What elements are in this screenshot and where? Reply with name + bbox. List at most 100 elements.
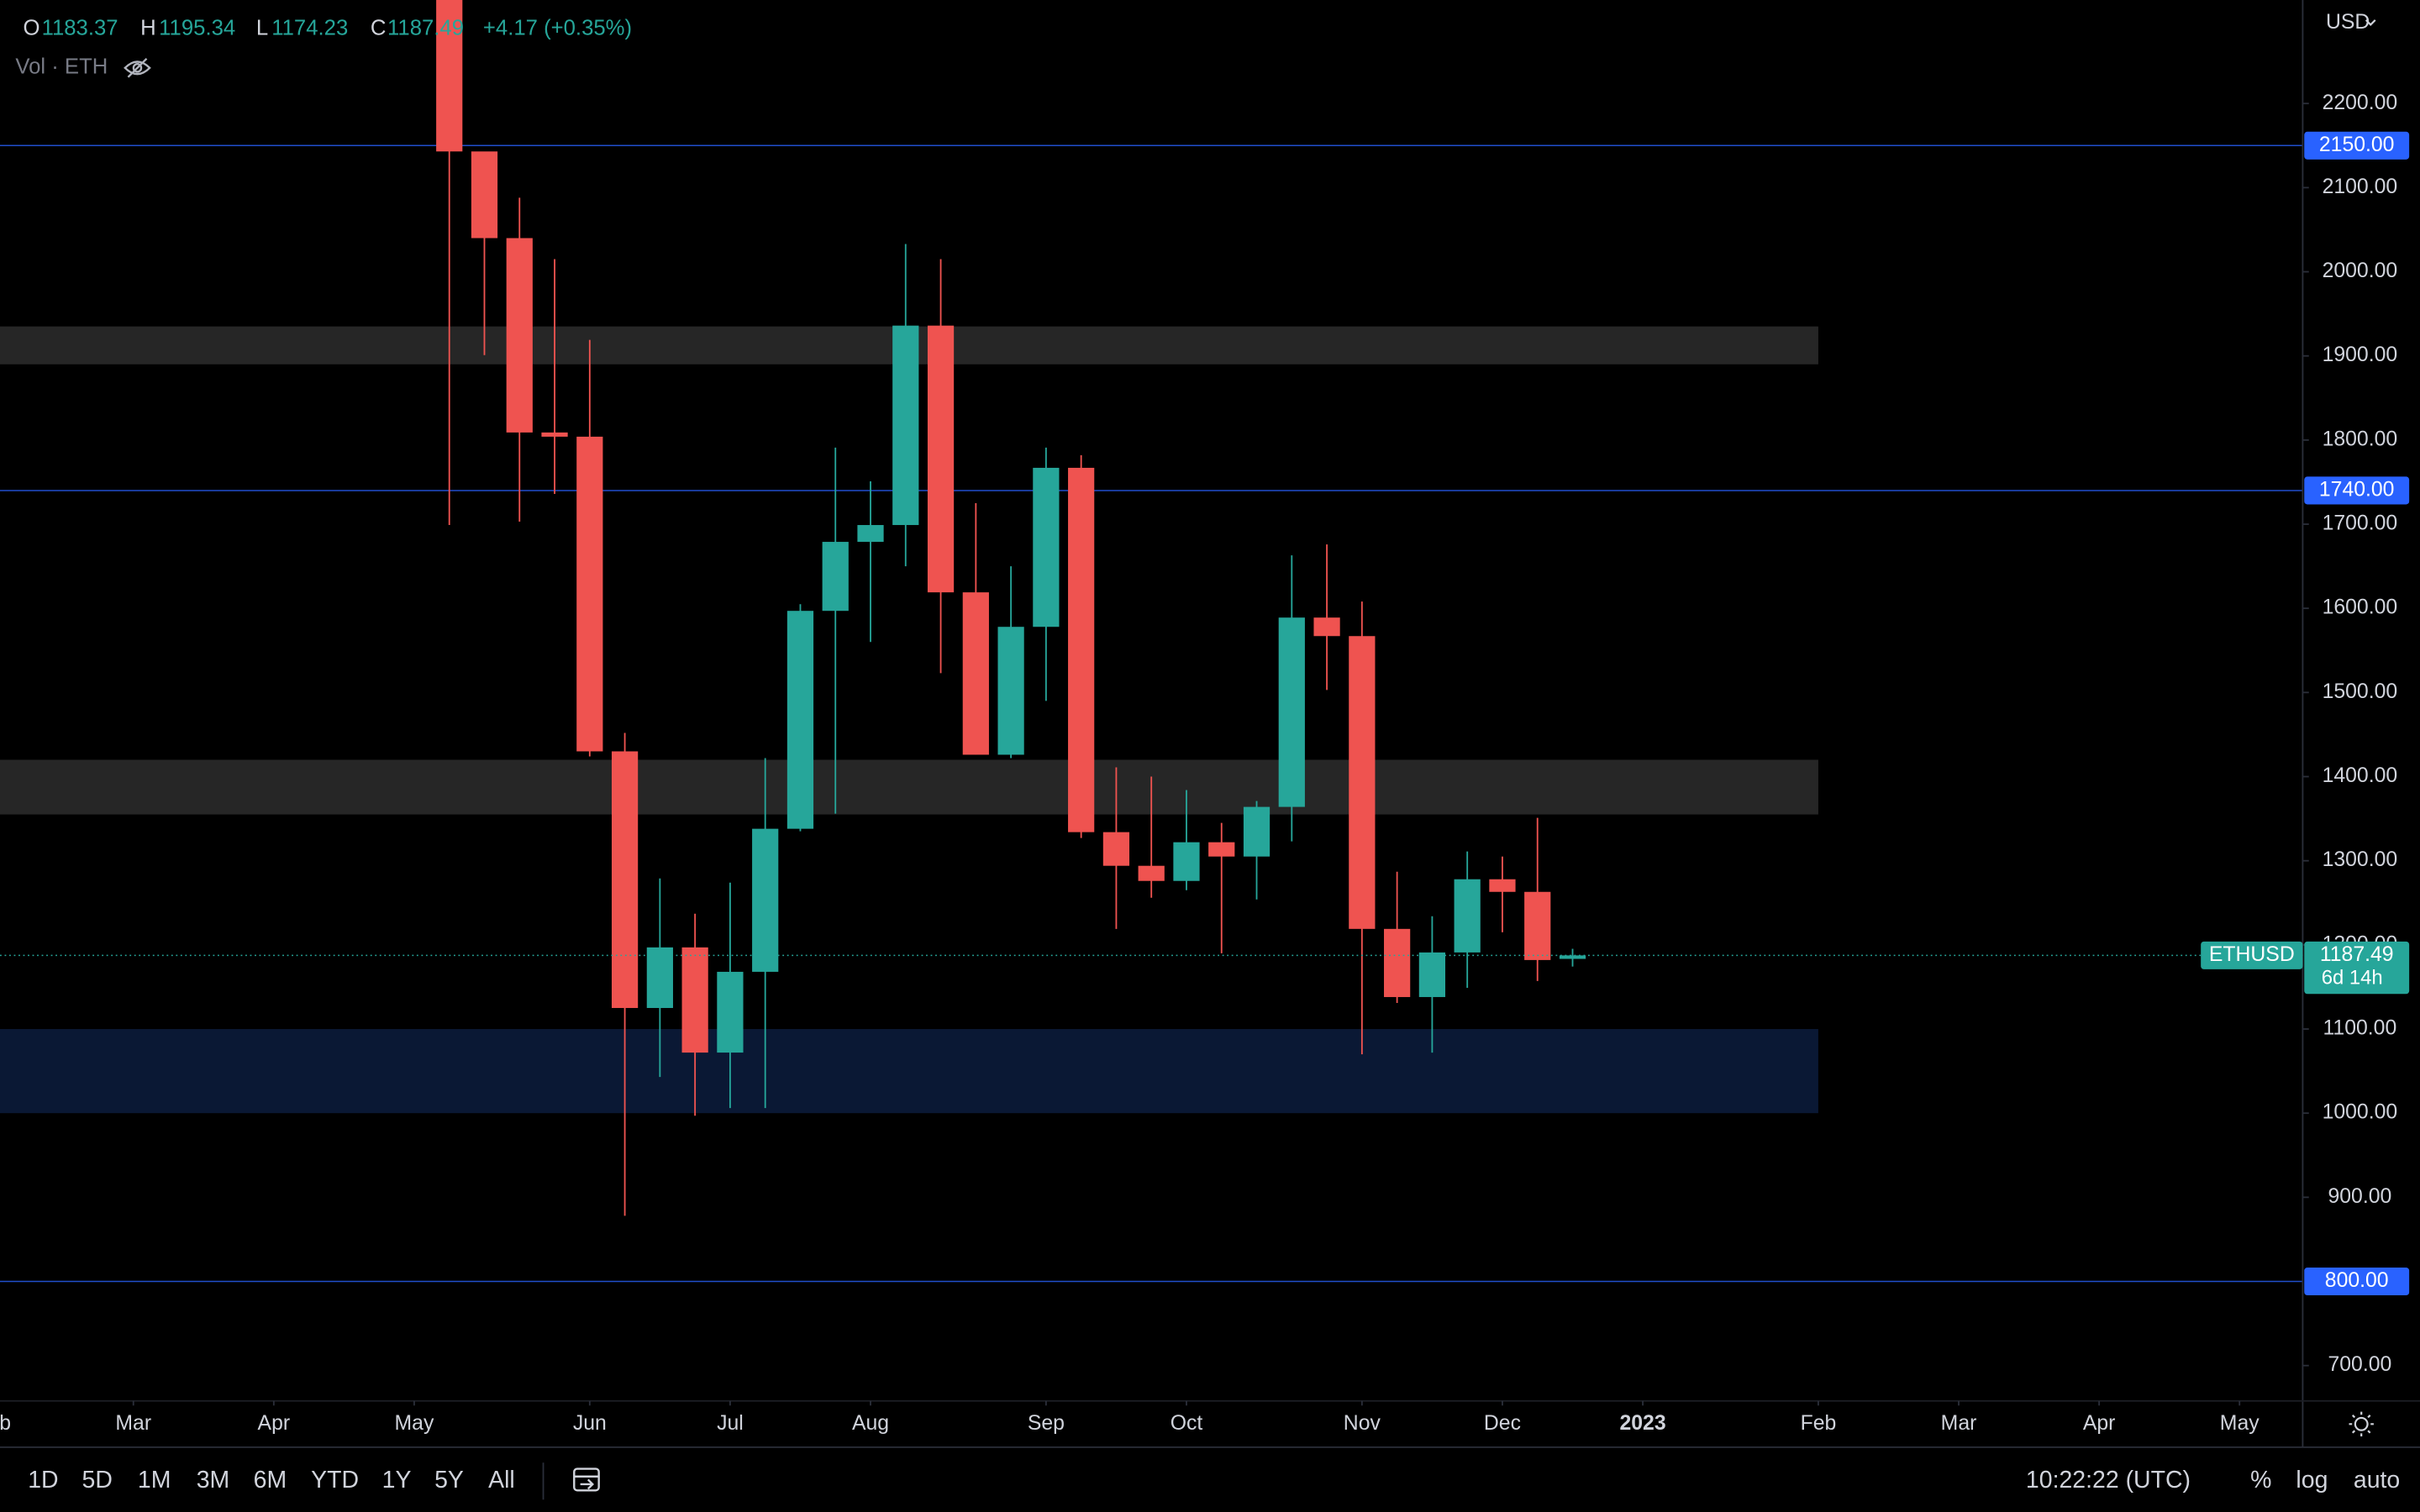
ohlc-value: 1187.49 bbox=[387, 17, 464, 40]
y-tick-label: 900.00 bbox=[2328, 1185, 2391, 1208]
candle-body bbox=[1102, 832, 1130, 866]
candle-body bbox=[1418, 952, 1446, 997]
x-tick-label: Nov bbox=[1344, 1412, 1381, 1435]
x-tick-label: Apr bbox=[2083, 1412, 2116, 1435]
y-tick-label: 1300.00 bbox=[2323, 848, 2398, 871]
level-tag bbox=[2304, 476, 2410, 505]
price-tag bbox=[2304, 941, 2410, 995]
indicator-label[interactable]: Vol · ETH bbox=[15, 55, 108, 79]
y-tick-label: 1500.00 bbox=[2323, 680, 2398, 703]
y-tick-label: 1100.00 bbox=[2323, 1017, 2396, 1040]
candle-body bbox=[436, 0, 463, 152]
candle-body bbox=[892, 325, 919, 526]
candle-body bbox=[646, 947, 673, 1008]
y-tick-label: 1600.00 bbox=[2323, 596, 2398, 619]
date-range-icon[interactable] bbox=[573, 1467, 600, 1492]
candle-body bbox=[752, 828, 779, 972]
y-tick-label: 1800.00 bbox=[2323, 428, 2398, 450]
ohlc-key: H bbox=[140, 17, 156, 40]
candle-body bbox=[1033, 467, 1060, 627]
interval-button[interactable]: 1D bbox=[28, 1467, 58, 1494]
candle-body bbox=[1384, 928, 1411, 997]
ohlc-value: 1195.34 bbox=[159, 17, 235, 40]
x-tick-label: May bbox=[2220, 1412, 2260, 1435]
y-tick-label: 1900.00 bbox=[2323, 344, 2398, 366]
candle-body bbox=[822, 542, 849, 612]
scale-option[interactable]: auto bbox=[2354, 1467, 2400, 1494]
interval-button[interactable]: 5D bbox=[82, 1467, 113, 1494]
candle-body bbox=[1349, 636, 1376, 929]
candle-body bbox=[681, 947, 708, 1053]
ohlc-key: C bbox=[371, 17, 387, 40]
candle-body bbox=[927, 325, 955, 593]
symbol-label: ETHUSD bbox=[2209, 943, 2295, 966]
ohlc-value: 1183.37 bbox=[42, 17, 118, 40]
candle-body bbox=[1489, 879, 1516, 892]
y-tick-label: 1000.00 bbox=[2323, 1101, 2398, 1124]
x-tick-label: Feb bbox=[1801, 1412, 1837, 1435]
candle-body bbox=[1138, 865, 1165, 881]
candle-body bbox=[1173, 842, 1200, 881]
y-tick-label: 1700.00 bbox=[2323, 512, 2398, 535]
scale-option[interactable]: log bbox=[2296, 1467, 2328, 1494]
candle-body bbox=[541, 432, 568, 437]
candles bbox=[436, 0, 1586, 1216]
interval-button[interactable]: 6M bbox=[254, 1467, 287, 1494]
x-tick-label: Jun bbox=[573, 1412, 607, 1435]
change: +4.17 (+0.35%) bbox=[483, 17, 632, 40]
clock[interactable]: 10:22:22 (UTC) bbox=[2026, 1467, 2191, 1494]
candle-body bbox=[1559, 955, 1586, 959]
x-tick-label: Oct bbox=[1171, 1412, 1203, 1435]
interval-button[interactable]: 5Y bbox=[434, 1467, 464, 1494]
ohlc-key: O bbox=[24, 17, 40, 40]
level-tag bbox=[2304, 131, 2410, 160]
symbol-tag bbox=[2201, 941, 2303, 969]
y-tick-label: 1400.00 bbox=[2323, 764, 2398, 787]
candle-body bbox=[1068, 467, 1095, 832]
x-tick-label: Dec bbox=[1484, 1412, 1521, 1435]
candle-body bbox=[1278, 617, 1305, 807]
hide-icon[interactable] bbox=[124, 57, 151, 78]
interval-button[interactable]: All bbox=[488, 1467, 515, 1494]
interval-button[interactable]: 1M bbox=[138, 1467, 171, 1494]
y-tick-label: 700.00 bbox=[2328, 1353, 2391, 1376]
candle-body bbox=[506, 238, 533, 433]
candle-body bbox=[717, 971, 744, 1053]
x-tick-label: Mar bbox=[115, 1412, 151, 1435]
level-label: 1740.00 bbox=[2319, 479, 2395, 501]
level-label: 2150.00 bbox=[2319, 134, 2395, 156]
y-tick-label: 2100.00 bbox=[2323, 176, 2398, 198]
candle-body bbox=[857, 525, 884, 543]
y-tick-label: 2000.00 bbox=[2323, 260, 2398, 282]
zones bbox=[0, 326, 1818, 1114]
time-axis: Feb Mar Apr May Jun Jul Aug Sep Oct Nov Dec 2023 Feb… bbox=[0, 1400, 2260, 1435]
candle-body bbox=[997, 627, 1024, 755]
candle-body bbox=[786, 611, 814, 829]
candle-body bbox=[1243, 806, 1270, 857]
scale-option[interactable]: % bbox=[2250, 1467, 2271, 1494]
x-tick-label: Aug bbox=[852, 1412, 889, 1435]
countdown: 6d 14h bbox=[2322, 966, 2383, 989]
x-tick-label: Feb bbox=[0, 1412, 11, 1435]
x-tick-label: 2023 bbox=[1619, 1412, 1665, 1435]
ohlc-value: 1174.23 bbox=[271, 17, 348, 40]
y-tick-label: 2200.00 bbox=[2323, 92, 2398, 114]
ohlc-key: L bbox=[256, 17, 268, 40]
interval-button[interactable]: YTD bbox=[311, 1467, 359, 1494]
x-tick-label: May bbox=[395, 1412, 434, 1435]
price-label: 1187.49 bbox=[2320, 943, 2394, 966]
currency-caret bbox=[2365, 19, 2376, 26]
currency[interactable]: USD bbox=[2326, 11, 2370, 34]
settings-icon[interactable] bbox=[2349, 1411, 2374, 1436]
interval-button[interactable]: 3M bbox=[197, 1467, 230, 1494]
x-tick-label: Jul bbox=[717, 1412, 744, 1435]
interval-button[interactable]: 1Y bbox=[382, 1467, 412, 1494]
price-axis: 700.00900.001000.001100.001200.001300.00… bbox=[2302, 92, 2397, 1376]
level-label: 800.00 bbox=[2325, 1269, 2389, 1292]
candle-body bbox=[611, 751, 639, 1008]
toolbar: 1D 5D 1M 3M 6M YTD 1Y 5Y All 10:22:22 (UTC)% log au… bbox=[28, 1411, 2400, 1500]
